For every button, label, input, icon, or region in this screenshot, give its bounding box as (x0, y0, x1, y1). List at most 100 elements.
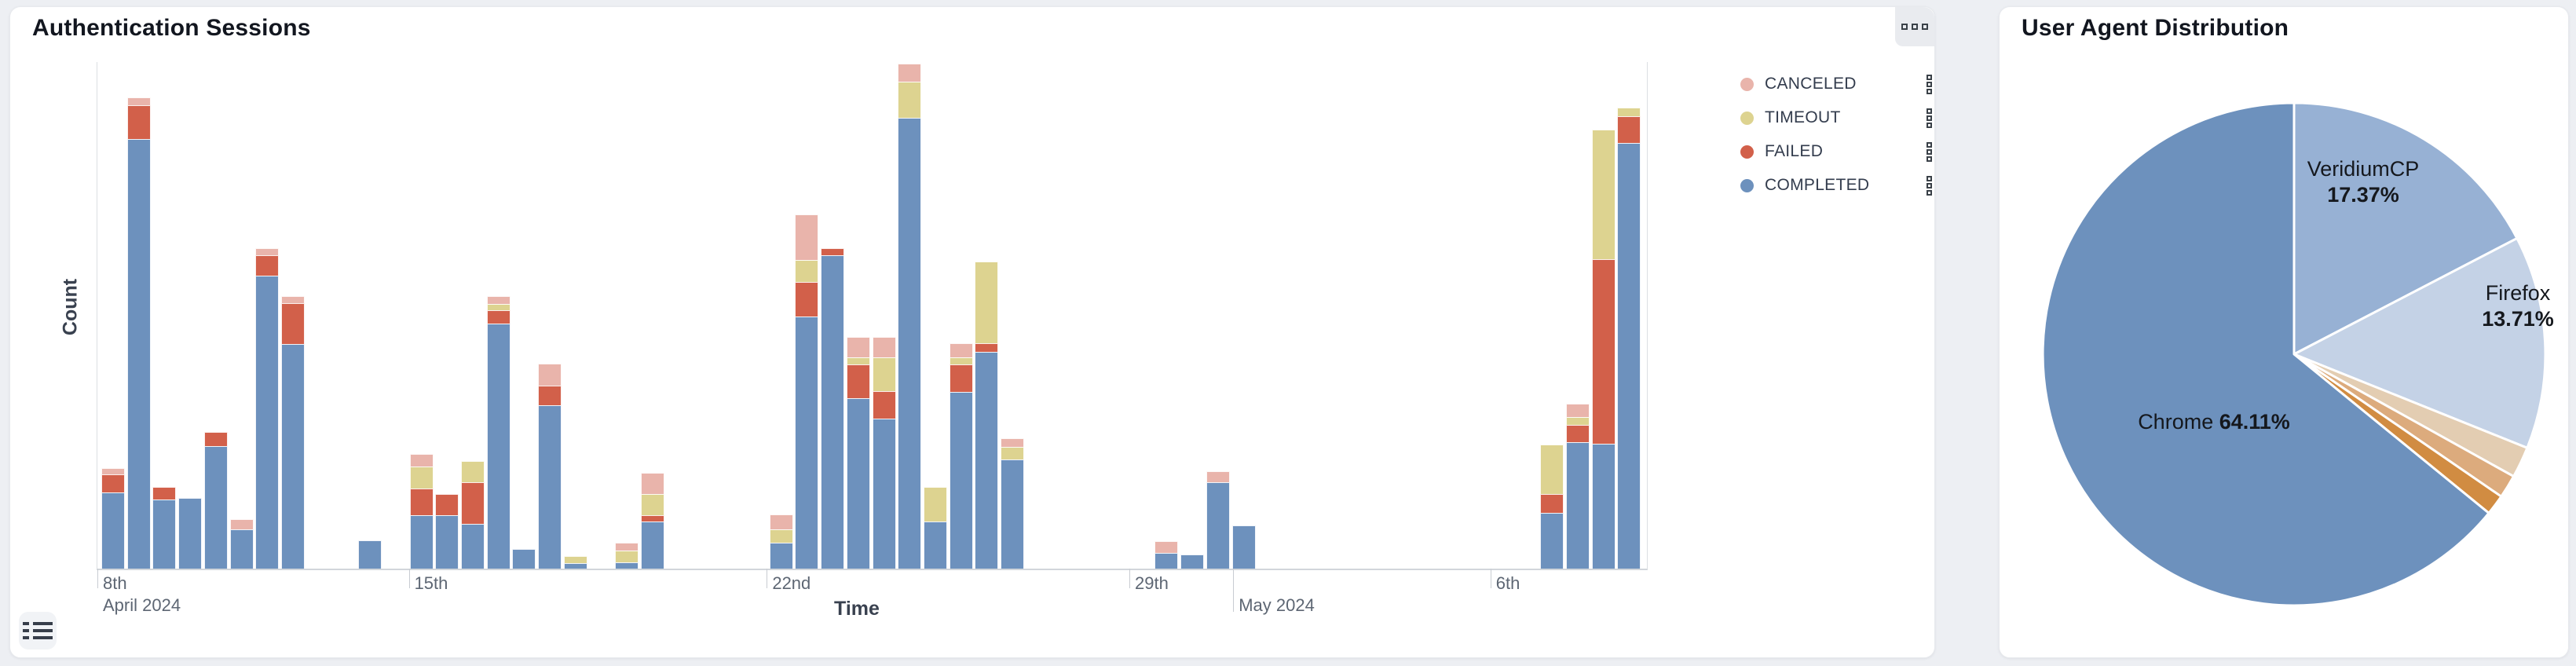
stacked-bar[interactable] (563, 555, 587, 569)
bar-segment-completed[interactable] (178, 497, 203, 569)
bar-segment-canceled[interactable] (281, 296, 306, 304)
stacked-bar[interactable] (1001, 438, 1025, 569)
bar-segment-completed[interactable] (281, 344, 306, 569)
bar-segment-failed[interactable] (872, 391, 896, 419)
stacked-bar[interactable] (435, 494, 459, 569)
bar-segment-completed[interactable] (923, 521, 947, 569)
stacked-bar[interactable] (229, 519, 254, 569)
bar-segment-completed[interactable] (898, 117, 922, 569)
bar-segment-canceled[interactable] (769, 514, 793, 530)
bar-segment-canceled[interactable] (486, 296, 510, 305)
bar-segment-completed[interactable] (255, 276, 280, 569)
bar-segment-canceled[interactable] (641, 473, 665, 495)
bar-segment-completed[interactable] (563, 562, 587, 569)
bar-segment-completed[interactable] (795, 316, 819, 569)
bar-segment-completed[interactable] (512, 548, 536, 569)
bar-segment-canceled[interactable] (1001, 438, 1025, 447)
bar-segment-timeout[interactable] (461, 461, 485, 483)
bar-segment-completed[interactable] (975, 351, 999, 569)
pie-slice-veridiumcp[interactable] (2292, 101, 2519, 356)
bar-segment-failed[interactable] (486, 310, 510, 324)
bar-segment-completed[interactable] (203, 445, 228, 569)
bar-segment-timeout[interactable] (1591, 129, 1615, 259)
bar-segment-timeout[interactable] (769, 529, 793, 543)
bar-segment-timeout[interactable] (1540, 445, 1564, 495)
bar-segment-completed[interactable] (538, 405, 562, 569)
bar-segment-completed[interactable] (615, 562, 639, 569)
bar-segment-timeout[interactable] (923, 487, 947, 522)
stacked-bar[interactable] (898, 63, 922, 569)
bar-segment-failed[interactable] (846, 364, 870, 399)
bar-segment-completed[interactable] (152, 500, 177, 569)
stacked-bar[interactable] (358, 540, 382, 569)
bar-segment-completed[interactable] (1001, 459, 1025, 569)
bar-segment-timeout[interactable] (563, 555, 587, 563)
stacked-bar[interactable] (101, 468, 125, 569)
stacked-bar[interactable] (1154, 541, 1179, 569)
bar-segment-failed[interactable] (409, 489, 434, 516)
stacked-bar[interactable] (1565, 404, 1590, 569)
legend-item-menu-icon[interactable] (1927, 141, 1932, 162)
stacked-bar[interactable] (409, 453, 434, 569)
legend-item-menu-icon[interactable] (1927, 175, 1932, 196)
bar-segment-completed[interactable] (1540, 513, 1564, 569)
bar-segment-timeout[interactable] (1565, 416, 1590, 425)
bar-segment-completed[interactable] (101, 492, 125, 569)
bar-segment-failed[interactable] (975, 343, 999, 352)
bar-segment-timeout[interactable] (949, 357, 973, 365)
bar-segment-failed[interactable] (538, 385, 562, 406)
bar-segment-timeout[interactable] (898, 82, 922, 118)
bar-segment-canceled[interactable] (255, 248, 280, 256)
bar-segment-completed[interactable] (409, 515, 434, 569)
bar-segment-completed[interactable] (1565, 441, 1590, 569)
legend-item-canceled[interactable]: CANCELED (1740, 71, 1935, 97)
bar-segment-canceled[interactable] (898, 63, 922, 82)
bar-segment-canceled[interactable] (409, 453, 434, 467)
stacked-bar[interactable] (461, 461, 485, 569)
bar-segment-timeout[interactable] (846, 357, 870, 365)
stacked-bar[interactable] (615, 543, 639, 569)
bar-segment-completed[interactable] (949, 391, 973, 569)
stacked-bar[interactable] (872, 337, 896, 569)
bar-segment-timeout[interactable] (872, 357, 896, 392)
bar-segment-canceled[interactable] (229, 519, 254, 529)
stacked-bar[interactable] (641, 473, 665, 569)
bar-segment-completed[interactable] (641, 521, 665, 569)
bar-segment-timeout[interactable] (795, 260, 819, 282)
pie-slice-chrome[interactable] (2041, 101, 2490, 607)
bar-segment-canceled[interactable] (101, 468, 125, 475)
bar-segment-completed[interactable] (1231, 525, 1256, 569)
stacked-bar[interactable] (975, 262, 999, 569)
bar-segment-failed[interactable] (821, 247, 845, 255)
stacked-bar[interactable] (126, 97, 151, 569)
bar-segment-failed[interactable] (152, 487, 177, 500)
bar-segment-failed[interactable] (1591, 258, 1615, 444)
bar-segment-completed[interactable] (486, 323, 510, 569)
bar-segment-failed[interactable] (1617, 116, 1641, 144)
bar-segment-failed[interactable] (126, 104, 151, 140)
stacked-bar[interactable] (152, 487, 177, 569)
bar-segment-timeout[interactable] (615, 551, 639, 563)
stacked-bar[interactable] (923, 487, 947, 569)
bar-segment-timeout[interactable] (409, 467, 434, 489)
bar-segment-completed[interactable] (1206, 481, 1230, 569)
stacked-bar[interactable] (949, 343, 973, 569)
legend-item-timeout[interactable]: TIMEOUT (1740, 104, 1935, 131)
bar-segment-canceled[interactable] (126, 97, 151, 105)
stacked-bar[interactable] (178, 497, 203, 569)
legend-item-completed[interactable]: COMPLETED (1740, 172, 1935, 199)
stacked-bar[interactable] (1231, 525, 1256, 569)
bar-segment-timeout[interactable] (1617, 108, 1641, 117)
stacked-bar[interactable] (846, 337, 870, 569)
stacked-bar[interactable] (281, 296, 306, 569)
legend-item-menu-icon[interactable] (1927, 108, 1932, 128)
stacked-bar[interactable] (203, 431, 228, 569)
bar-segment-failed[interactable] (1540, 494, 1564, 514)
bar-segment-completed[interactable] (769, 543, 793, 569)
bar-segment-canceled[interactable] (872, 337, 896, 358)
bar-segment-canceled[interactable] (1206, 470, 1230, 482)
bar-segment-canceled[interactable] (795, 214, 819, 261)
stacked-bar[interactable] (486, 296, 510, 569)
stacked-bar[interactable] (1180, 554, 1205, 569)
stacked-bar[interactable] (538, 364, 562, 569)
